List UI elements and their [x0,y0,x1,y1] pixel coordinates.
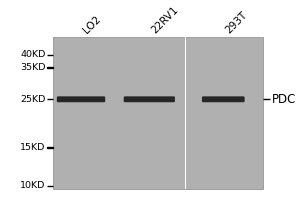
Text: 25KD: 25KD [20,95,46,104]
FancyBboxPatch shape [202,96,244,102]
Text: 40KD: 40KD [20,50,46,59]
FancyBboxPatch shape [57,96,105,102]
Text: LO2: LO2 [81,14,102,36]
FancyBboxPatch shape [52,37,263,189]
Text: 15KD: 15KD [20,143,46,152]
FancyArrow shape [47,67,52,68]
Text: 293T: 293T [223,10,249,36]
FancyBboxPatch shape [185,37,186,189]
FancyArrow shape [47,147,52,148]
Text: PDC: PDC [272,93,296,106]
FancyBboxPatch shape [124,96,175,102]
Text: 35KD: 35KD [20,63,46,72]
Text: 22RV1: 22RV1 [149,5,180,36]
Text: 10KD: 10KD [20,181,46,190]
